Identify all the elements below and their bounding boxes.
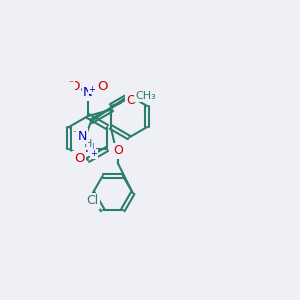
- Text: N: N: [85, 142, 95, 154]
- Text: O: O: [74, 130, 84, 143]
- Text: O: O: [69, 80, 79, 92]
- Text: O: O: [97, 80, 107, 92]
- Text: O: O: [126, 94, 136, 107]
- Text: O: O: [113, 145, 123, 158]
- Text: ⁻: ⁻: [73, 129, 78, 139]
- Text: N: N: [83, 86, 93, 100]
- Text: +: +: [91, 149, 98, 158]
- Text: O: O: [74, 152, 84, 166]
- Text: ⁻: ⁻: [68, 79, 74, 89]
- Text: Cl: Cl: [87, 194, 99, 208]
- Text: +: +: [88, 85, 95, 94]
- Text: N: N: [77, 130, 87, 142]
- Text: H: H: [84, 139, 92, 149]
- Text: CH₃: CH₃: [135, 91, 156, 101]
